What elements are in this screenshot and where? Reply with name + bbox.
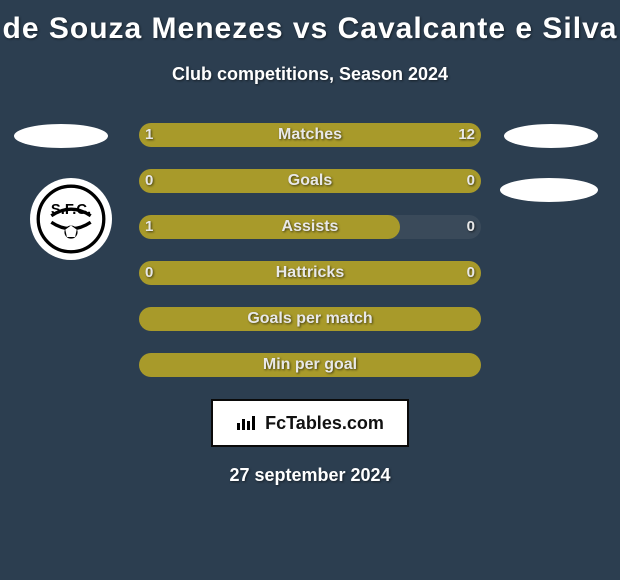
stat-value-left: 1 xyxy=(145,123,153,147)
stat-value-right: 12 xyxy=(458,123,475,147)
stat-label: Hattricks xyxy=(139,261,481,285)
stat-value-right: 0 xyxy=(467,261,475,285)
stat-value-right: 0 xyxy=(467,169,475,193)
stat-label: Goals xyxy=(139,169,481,193)
page-title: de Souza Menezes vs Cavalcante e Silva xyxy=(0,0,620,46)
stat-row: Goals per match xyxy=(0,307,620,331)
stat-row: Assists1 0 xyxy=(0,215,620,239)
stat-label: Matches xyxy=(139,123,481,147)
stat-label: Goals per match xyxy=(139,307,481,331)
stat-row: Goals0 0 xyxy=(0,169,620,193)
subtitle: Club competitions, Season 2024 xyxy=(0,64,620,85)
watermark: FcTables.com xyxy=(211,399,409,447)
chart-icon xyxy=(236,413,261,433)
stat-label: Assists xyxy=(139,215,481,239)
stat-value-left: 1 xyxy=(145,215,153,239)
stat-value-left: 0 xyxy=(145,169,153,193)
stat-label: Min per goal xyxy=(139,353,481,377)
stat-row: Matches1 12 xyxy=(0,123,620,147)
stat-row: Hattricks0 0 xyxy=(0,261,620,285)
stat-row: Min per goal xyxy=(0,353,620,377)
date-label: 27 september 2024 xyxy=(0,465,620,486)
stat-value-right: 0 xyxy=(467,215,475,239)
stat-value-left: 0 xyxy=(145,261,153,285)
watermark-label: FcTables.com xyxy=(265,413,384,433)
comparison-chart: Matches112Goals00Assists10Hattricks00Goa… xyxy=(0,123,620,377)
